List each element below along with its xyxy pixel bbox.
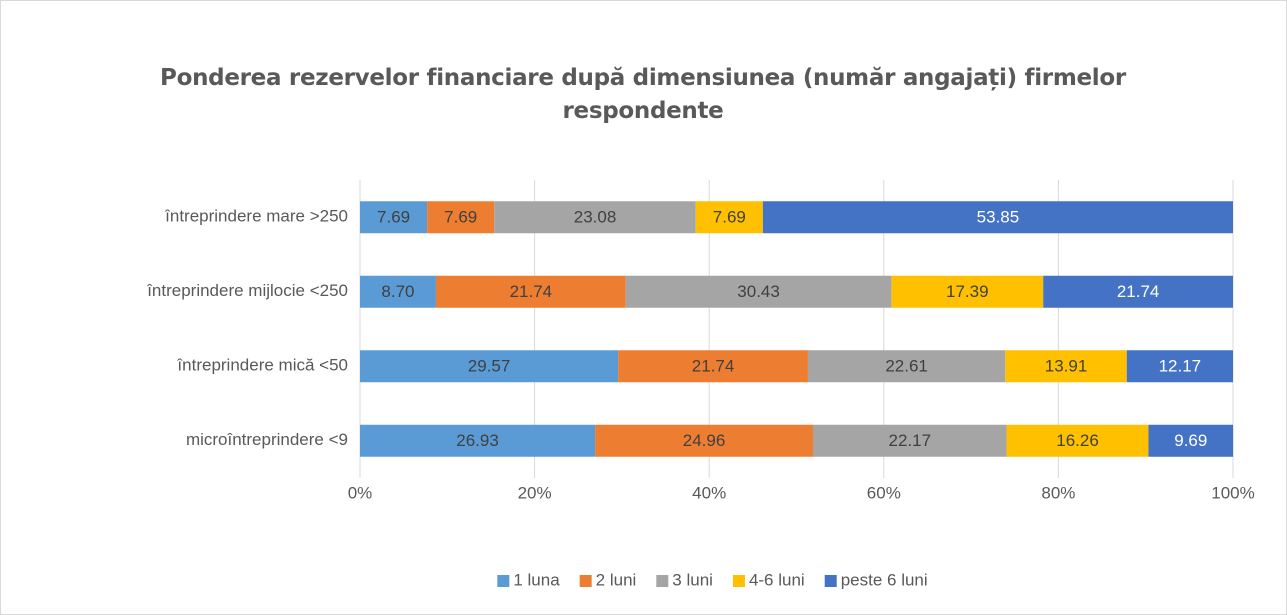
data-label: 16.26 [1056,431,1099,450]
legend-swatch [579,575,592,587]
data-label: 53.85 [977,208,1020,227]
data-label: 7.69 [377,208,410,227]
bar-segment [494,201,696,234]
legend-label: 2 luni [596,570,637,589]
bar-segment [360,424,596,457]
bar-segment [1006,424,1149,457]
y-tick-label: întreprindere mijlocie <250 [146,281,348,300]
legend-label: peste 6 luni [841,570,928,589]
x-tick-label: 20% [518,483,552,502]
data-label: 21.74 [692,357,735,376]
data-label: 22.61 [885,357,928,376]
legend-label: 3 luni [672,570,713,589]
bar-segment [1126,350,1233,383]
data-label: 23.08 [574,208,617,227]
bar-segment [1005,350,1127,383]
data-label: 9.69 [1174,431,1207,450]
chart-title: Ponderea rezervelor financiare după dime… [160,65,1126,124]
data-label: 7.69 [713,208,746,227]
legend-label: 1 luna [513,570,560,589]
data-label: 17.39 [946,282,989,301]
y-tick-label: întreprindere mare >250 [164,207,348,226]
legend-swatch [497,575,510,587]
data-label: 26.93 [456,431,499,450]
bar-segment [595,424,813,457]
bar-segment [812,424,1007,457]
bar-segment [891,275,1044,308]
bar-segment [618,350,808,383]
legend-swatch [732,575,745,587]
legend-swatch [656,575,669,587]
data-label: 21.74 [510,282,553,301]
bar-segment [1043,275,1233,308]
bar-segment [360,275,436,308]
data-label: 22.17 [888,431,931,450]
x-tick-label: 40% [692,483,726,502]
bar-segment [762,201,1233,234]
data-label: 12.17 [1159,357,1202,376]
legend-label: 4-6 luni [749,570,805,589]
bar-segment [435,275,626,308]
data-label: 30.43 [737,282,780,301]
bar-segment [807,350,1006,383]
bar-segment [427,201,495,234]
bar-segment [695,201,763,234]
x-tick-label: 0% [348,483,373,502]
data-label: 24.96 [683,431,726,450]
x-tick-label: 60% [867,483,901,502]
legend-swatch [824,575,837,587]
x-tick-label: 100% [1211,483,1254,502]
y-tick-label: microîntreprindere <9 [186,430,348,449]
bar-segment [360,350,619,383]
bar-segment [625,275,892,308]
bar-segment [1148,424,1234,457]
y-tick-label: întreprindere mică <50 [176,356,348,375]
x-tick-label: 80% [1041,483,1075,502]
data-label: 7.69 [444,208,477,227]
bar-segment [360,201,428,234]
data-label: 13.91 [1045,357,1088,376]
data-label: 29.57 [468,357,511,376]
data-label: 21.74 [1117,282,1160,301]
data-label: 8.70 [381,282,414,301]
legend: 1 luna 2 luni 3 luni 4-6 luni peste 6 luni [497,570,928,589]
